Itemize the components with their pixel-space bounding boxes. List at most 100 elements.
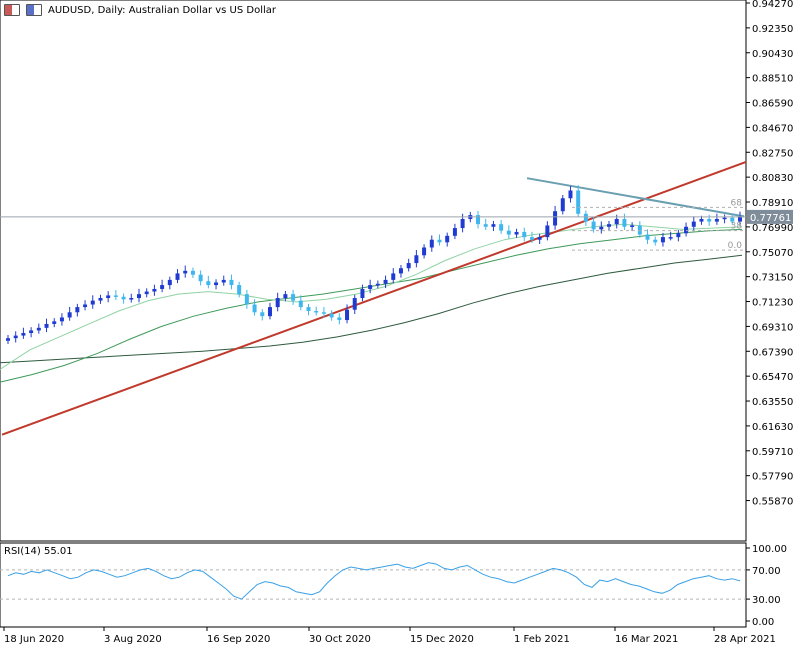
candle (106, 291, 111, 303)
candle-body (229, 279, 234, 286)
candle (345, 304, 350, 324)
candle-body (614, 218, 619, 225)
candle-body (560, 198, 565, 212)
chart-mode-icon (4, 4, 20, 16)
rsi-tick-label: 30.00 (752, 595, 781, 606)
candle (237, 281, 242, 298)
y-tick-label: 0.76990 (752, 223, 793, 234)
candle (583, 210, 588, 226)
candle (506, 225, 511, 239)
candle (445, 232, 450, 247)
candle (591, 217, 596, 233)
candle-body (352, 298, 357, 310)
candle-body (391, 273, 396, 280)
candle-body (198, 274, 203, 282)
candle (298, 295, 303, 311)
candle-body (506, 230, 511, 235)
candle (283, 290, 288, 302)
candle-body (90, 300, 95, 305)
y-tick-label: 0.71230 (752, 298, 793, 309)
x-tick-label: 28 Apr 2021 (714, 634, 776, 645)
y-tick-label: 0.86590 (752, 99, 793, 110)
candle (383, 275, 388, 289)
rsi-title: RSI(14) 55.01 (4, 546, 73, 557)
candle (275, 292, 280, 312)
candle-body (722, 217, 727, 220)
y-tick-label: 0.69310 (752, 322, 793, 333)
candle-body (676, 233, 681, 238)
x-tick-label: 1 Feb 2021 (514, 634, 570, 645)
candle-body (360, 288, 365, 299)
candle (167, 276, 172, 290)
candle-body (422, 247, 427, 256)
candle-body (291, 294, 296, 301)
candle (321, 306, 326, 318)
candle (352, 294, 357, 314)
candle (214, 279, 219, 290)
candle-body (144, 291, 149, 295)
candle-body (306, 307, 311, 311)
candle (637, 221, 642, 238)
y-tick-label: 0.57790 (752, 472, 793, 483)
candle-body (576, 190, 581, 214)
candle (144, 288, 149, 298)
candle (83, 300, 88, 311)
candle-body (637, 225, 642, 235)
candle-body (337, 317, 342, 321)
candle (190, 267, 195, 278)
x-tick-label: 16 Sep 2020 (207, 634, 270, 645)
current-price-tag (747, 209, 793, 224)
candle-body (21, 333, 26, 336)
y-tick-label: 0.67390 (752, 347, 793, 358)
candle (684, 222, 689, 237)
candle-body (321, 312, 326, 314)
candle (29, 327, 34, 338)
candle-body (738, 216, 742, 222)
candle-body (36, 327, 41, 331)
y-tick-label: 0.63550 (752, 397, 793, 408)
candle (206, 275, 211, 289)
y-tick-label: 0.61630 (752, 422, 793, 433)
candle-body (75, 307, 80, 313)
candle-body (368, 285, 373, 289)
y-tick-label: 0.73150 (752, 273, 793, 284)
candle-body (452, 228, 457, 236)
candle-body (375, 283, 380, 286)
candle-body (491, 224, 496, 227)
candle-body (98, 298, 103, 301)
candle-body (445, 235, 450, 243)
candle (414, 249, 419, 268)
candle (129, 293, 134, 303)
candle (529, 231, 534, 243)
candle-body (653, 239, 658, 243)
candle (607, 220, 612, 231)
candle (375, 280, 380, 289)
candle (175, 269, 180, 284)
candle (368, 279, 373, 294)
candle-body (314, 310, 319, 313)
candle (244, 289, 249, 309)
x-tick-label: 15 Dec 2020 (410, 634, 474, 645)
candle (714, 213, 719, 225)
candle-body (129, 298, 134, 300)
candle (13, 331, 18, 343)
candle-body (599, 226, 604, 230)
candle-body (83, 304, 88, 308)
y-tick-label: 0.82750 (752, 148, 793, 159)
x-tick-label: 30 Oct 2020 (309, 634, 371, 645)
candle (398, 264, 403, 278)
candle-body (136, 294, 141, 299)
candle (514, 228, 519, 238)
candle (576, 185, 581, 218)
candle (75, 303, 80, 317)
candle-body (221, 279, 226, 283)
candle-body (152, 288, 157, 292)
candle-body (237, 285, 242, 295)
y-tick-label: 0.92350 (752, 24, 793, 35)
candle-body (568, 190, 573, 199)
x-tick-label: 18 Jun 2020 (4, 634, 64, 645)
candle (90, 295, 95, 309)
candle (622, 213, 627, 231)
candle-body (260, 312, 265, 317)
candle-body (460, 218, 465, 229)
